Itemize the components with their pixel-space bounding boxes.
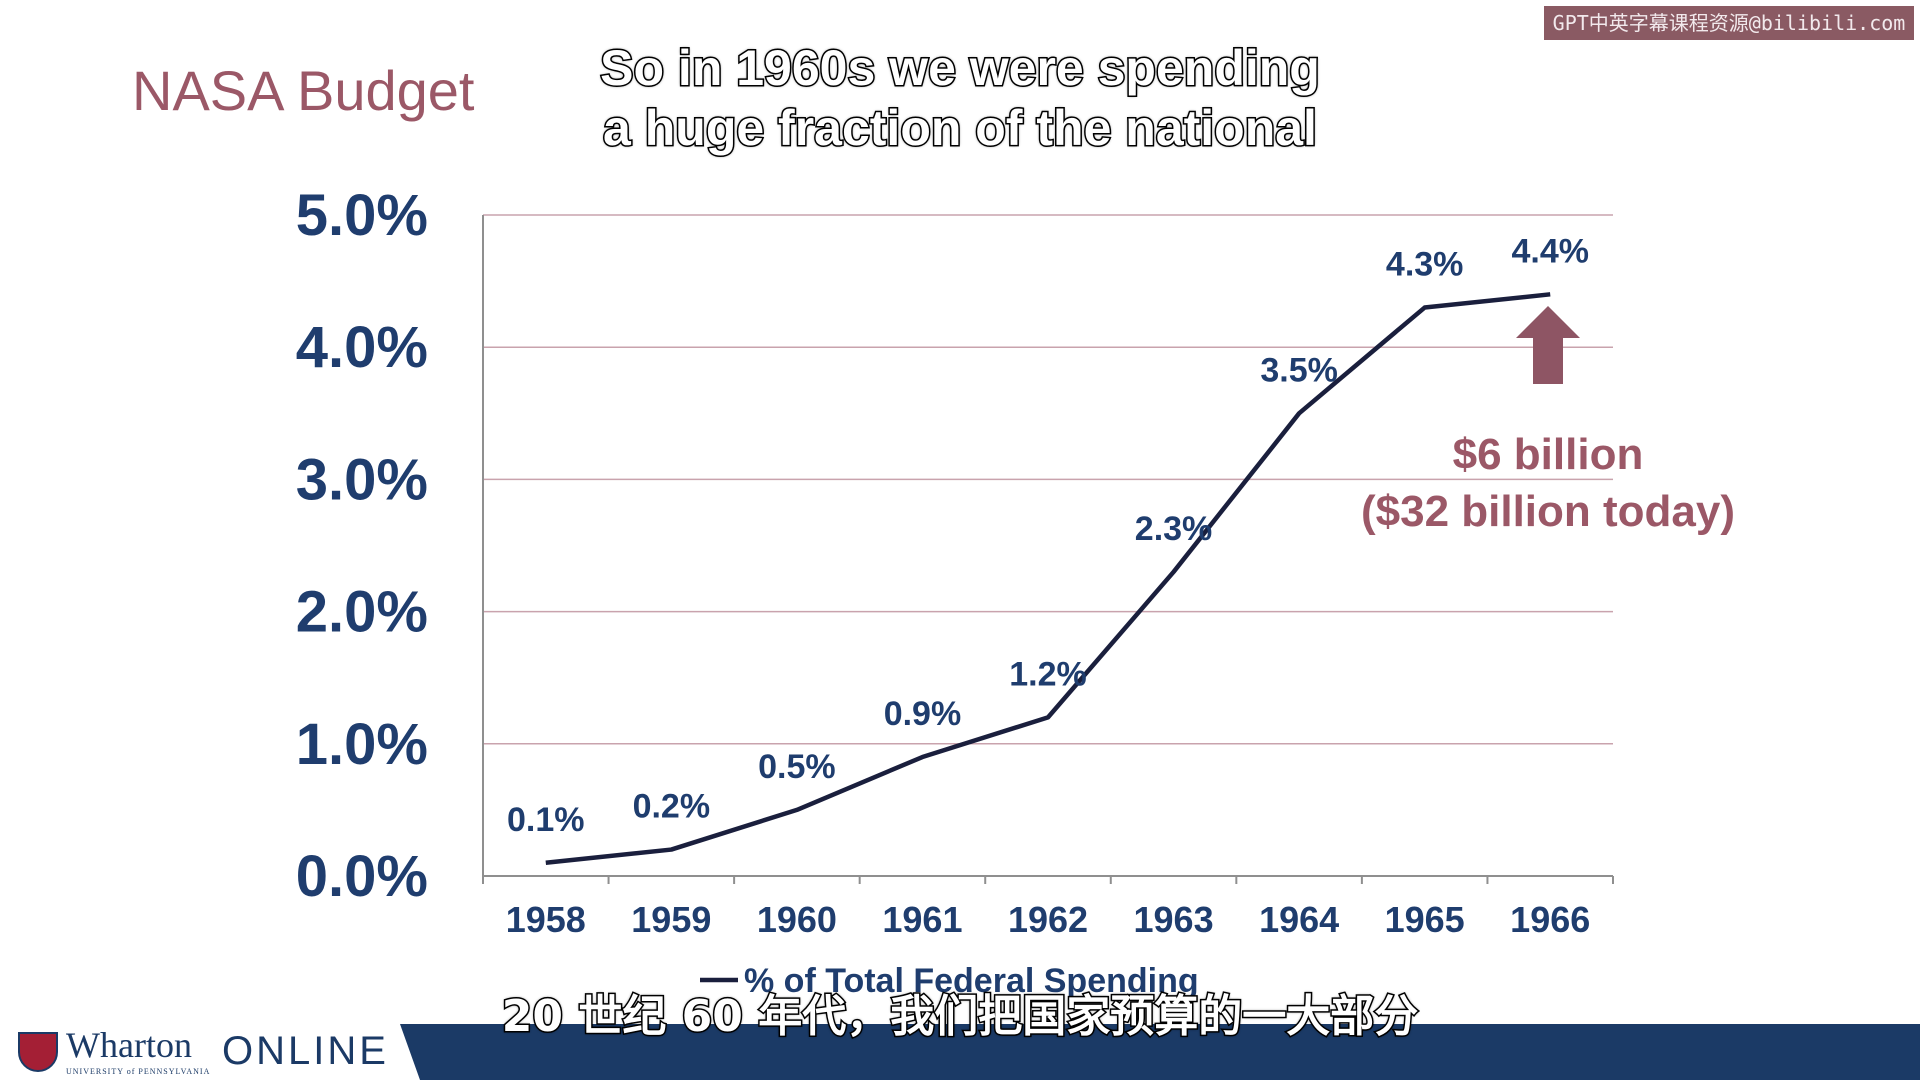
- data-label: 0.2%: [633, 788, 711, 826]
- annotation-line-2: ($32 billion today): [1361, 487, 1735, 536]
- x-tick-label: 1962: [1008, 899, 1088, 940]
- x-tick-label: 1966: [1510, 899, 1590, 940]
- data-label: 0.5%: [758, 748, 836, 786]
- x-tick-label: 1959: [631, 899, 711, 940]
- data-label: 3.5%: [1260, 351, 1338, 389]
- english-subtitle-line-1: So in 1960s we were spending: [599, 39, 1322, 98]
- x-tick-label: 1961: [882, 899, 962, 940]
- chinese-subtitle: 20 世纪 60 年代，我们把国家预算的一大部分: [500, 990, 1419, 1044]
- y-tick-label: 3.0%: [296, 447, 428, 512]
- annotation-group: $6 billion ($32 billion today): [1361, 306, 1735, 536]
- data-label: 1.2%: [1009, 655, 1087, 693]
- x-tick-label: 1965: [1385, 899, 1465, 940]
- online-label: ONLINE: [222, 1029, 389, 1073]
- series-lines: [545, 292, 1551, 866]
- x-tick-labels: 1958 1959 1960 1961 1962 1963 1964 1965 1966: [506, 899, 1591, 940]
- y-tick-label: 1.0%: [296, 712, 428, 777]
- data-label: 4.3%: [1386, 246, 1464, 284]
- upenn-logo-subtext: UNIVERSITY of PENNSYLVANIA: [66, 1067, 211, 1076]
- annotation-line-1: $6 billion: [1453, 430, 1644, 479]
- x-tick-label: 1963: [1134, 899, 1214, 940]
- legend: % of Total Federal Spending: [700, 962, 1199, 1000]
- data-labels: 0.1% 0.2% 0.5% 0.9% 1.2% 2.3% 3.5% 4.3% 4.4%: [507, 232, 1589, 838]
- data-label: 0.1%: [507, 801, 585, 839]
- data-label: 0.9%: [884, 695, 962, 733]
- grid-lines: [483, 214, 1613, 745]
- y-tick-label: 5.0%: [296, 183, 428, 248]
- data-label: 2.3%: [1135, 510, 1213, 548]
- y-tick-labels: 0.0% 1.0% 2.0% 3.0% 4.0% 5.0%: [296, 183, 428, 909]
- axes: [482, 215, 1614, 884]
- x-tick-label: 1964: [1259, 899, 1339, 940]
- english-subtitle: So in 1960s we were spending a huge frac…: [560, 38, 1360, 158]
- y-tick-label: 2.0%: [296, 580, 428, 645]
- english-subtitle-line-2: a huge fraction of the national: [602, 99, 1319, 158]
- x-tick-label: 1960: [757, 899, 837, 940]
- watermark: GPT中英字幕课程资源@bilibili.com: [1544, 6, 1914, 40]
- penn-shield-icon: [18, 1032, 58, 1072]
- footer-logo-area: Wharton UNIVERSITY of PENNSYLVANIA ONLIN…: [0, 1024, 420, 1080]
- data-label: 4.4%: [1511, 232, 1589, 270]
- legend-label: % of Total Federal Spending: [744, 962, 1199, 1000]
- y-tick-label: 0.0%: [296, 844, 428, 909]
- series-line: [545, 292, 1551, 866]
- slide-title: NASA Budget: [132, 59, 475, 122]
- y-tick-label: 4.0%: [296, 315, 428, 380]
- wharton-logo-text: Wharton: [66, 1025, 192, 1065]
- up-arrow-icon: [1516, 306, 1580, 384]
- x-tick-label: 1958: [506, 899, 586, 940]
